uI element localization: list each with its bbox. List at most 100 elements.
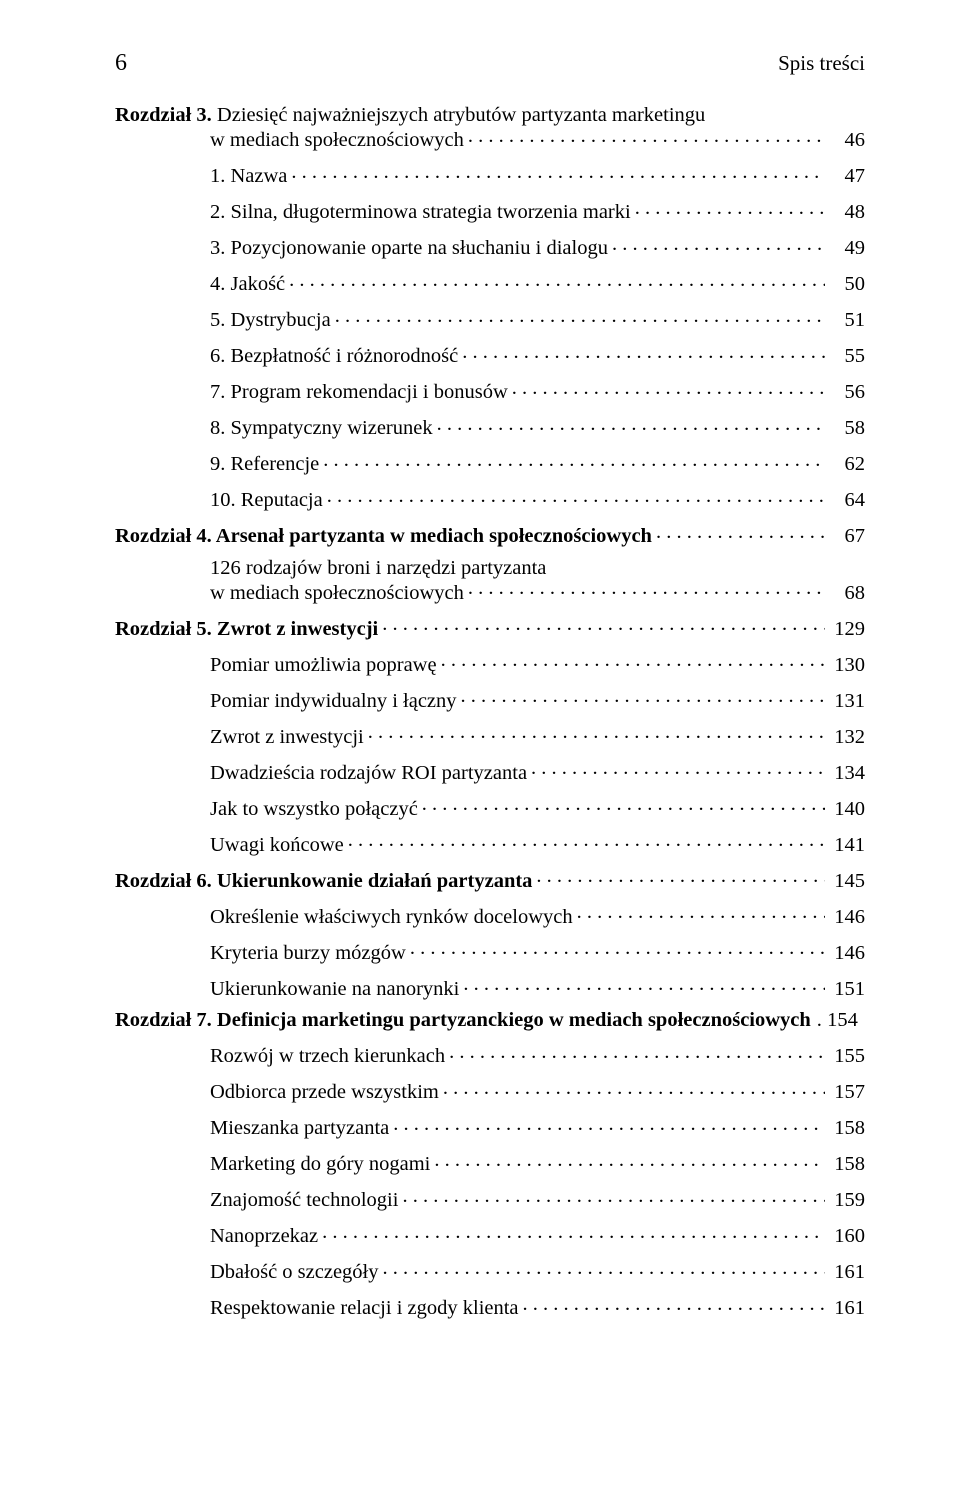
toc-leader xyxy=(612,234,825,255)
table-of-contents: Rozdział 3. Dziesięć najważniejszych atr… xyxy=(115,105,865,1319)
toc-page-number: 130 xyxy=(829,655,865,676)
toc-leader xyxy=(656,522,825,543)
toc-label: Kryteria burzy mózgów xyxy=(115,943,406,964)
toc-leader xyxy=(536,866,825,887)
toc-chapter-line: Rozdział 6. Ukierunkowanie działań party… xyxy=(115,866,865,891)
toc-leader xyxy=(323,450,825,471)
toc-page-number: 154 xyxy=(822,1010,858,1031)
toc-entry-line: Marketing do góry nogami158 xyxy=(115,1150,865,1175)
toc-chapter-line: Rozdział 7. Definicja marketingu partyza… xyxy=(115,1010,865,1031)
toc-label: 9. Referencje xyxy=(115,454,319,475)
toc-page-number: 161 xyxy=(829,1262,865,1283)
toc-leader xyxy=(523,1294,825,1315)
toc-leader xyxy=(512,378,825,399)
toc-label: 3. Pozycjonowanie oparte na słuchaniu i … xyxy=(115,238,608,259)
toc-label: 126 rodzajów broni i narzędzi partyzanta xyxy=(115,558,546,579)
toc-label: 8. Sympatyczny wizerunek xyxy=(115,418,433,439)
toc-leader xyxy=(449,1042,825,1063)
toc-label: Ukierunkowanie na nanorynki xyxy=(115,979,459,1000)
toc-page-number: 46 xyxy=(829,130,865,151)
toc-leader xyxy=(382,614,825,635)
toc-label: Rozdział 5. Zwrot z inwestycji xyxy=(115,619,378,640)
toc-page-number: 129 xyxy=(829,619,865,640)
toc-leader xyxy=(434,1150,825,1171)
toc-label: Rozdział 3. Dziesięć najważniejszych atr… xyxy=(115,105,705,126)
toc-page-number: 141 xyxy=(829,835,865,856)
toc-entry-line: Uwagi końcowe 141 xyxy=(115,830,865,855)
toc-leader xyxy=(289,270,825,291)
toc-page-number: 132 xyxy=(829,727,865,748)
toc-entry-line: 6. Bezpłatność i różnorodność55 xyxy=(115,342,865,367)
toc-leader xyxy=(291,162,825,183)
toc-page-number: 161 xyxy=(829,1298,865,1319)
page: 6 Spis treści Rozdział 3. Dziesięć najwa… xyxy=(0,0,960,1509)
toc-label: Uwagi końcowe xyxy=(115,835,344,856)
toc-label: 1. Nazwa xyxy=(115,166,287,187)
toc-page-number: 56 xyxy=(829,382,865,403)
toc-page-number: 158 xyxy=(829,1118,865,1139)
toc-entry-line: Znajomość technologii 159 xyxy=(115,1186,865,1211)
toc-page-number: 146 xyxy=(829,943,865,964)
toc-entry-line: Pomiar indywidualny i łączny 131 xyxy=(115,686,865,711)
toc-entry-line: 126 rodzajów broni i narzędzi partyzanta xyxy=(115,558,865,579)
toc-leader xyxy=(368,722,825,743)
toc-label: Znajomość technologii xyxy=(115,1190,398,1211)
toc-leader xyxy=(443,1078,825,1099)
toc-leader xyxy=(422,794,825,815)
toc-label: Respektowanie relacji i zgody klienta xyxy=(115,1298,519,1319)
toc-page-number: 159 xyxy=(829,1190,865,1211)
toc-label: 2. Silna, długoterminowa strategia tworz… xyxy=(115,202,631,223)
toc-entry-line: Dbałość o szczegóły 161 xyxy=(115,1258,865,1283)
toc-leader xyxy=(441,650,825,671)
toc-leader xyxy=(327,486,825,507)
toc-page-number: 67 xyxy=(829,526,865,547)
toc-page-number: 58 xyxy=(829,418,865,439)
toc-entry-line: 8. Sympatyczny wizerunek 58 xyxy=(115,414,865,439)
page-header: 6 Spis treści xyxy=(115,50,865,77)
toc-entry-line: Mieszanka partyzanta158 xyxy=(115,1114,865,1139)
toc-label: Jak to wszystko połączyć xyxy=(115,799,418,820)
toc-leader xyxy=(461,686,825,707)
toc-label: Rozdział 4. Arsenał partyzanta w mediach… xyxy=(115,526,652,547)
toc-leader xyxy=(348,830,825,851)
toc-leader xyxy=(468,578,825,599)
toc-label: Dbałość o szczegóły xyxy=(115,1262,379,1283)
toc-page-number: 64 xyxy=(829,490,865,511)
toc-label: 5. Dystrybucja xyxy=(115,310,331,331)
toc-label: 6. Bezpłatność i różnorodność xyxy=(115,346,458,367)
toc-entry-line: 1. Nazwa47 xyxy=(115,162,865,187)
toc-leader xyxy=(577,902,825,923)
toc-label: Odbiorca przede wszystkim xyxy=(115,1082,439,1103)
toc-chapter-line: Rozdział 5. Zwrot z inwestycji 129 xyxy=(115,614,865,639)
toc-page-number: 157 xyxy=(829,1082,865,1103)
toc-leader xyxy=(462,342,825,363)
toc-entry-line: Ukierunkowanie na nanorynki151 xyxy=(115,974,865,999)
toc-entry-line: Pomiar umożliwia poprawę130 xyxy=(115,650,865,675)
toc-entry-line: 10. Reputacja 64 xyxy=(115,486,865,511)
toc-label: Pomiar indywidualny i łączny xyxy=(115,691,457,712)
toc-label: 10. Reputacja xyxy=(115,490,323,511)
toc-leader xyxy=(463,974,825,995)
toc-page-number: 68 xyxy=(829,583,865,604)
toc-chapter-line: w mediach społecznościowych 46 xyxy=(115,126,865,151)
toc-entry-line: w mediach społecznościowych 68 xyxy=(115,578,865,603)
toc-page-number: 131 xyxy=(829,691,865,712)
toc-label: Zwrot z inwestycji xyxy=(115,727,364,748)
toc-entry-line: Odbiorca przede wszystkim 157 xyxy=(115,1078,865,1103)
toc-page-number: 155 xyxy=(829,1046,865,1067)
toc-entry-line: Określenie właściwych rynków docelowych1… xyxy=(115,902,865,927)
toc-leader xyxy=(383,1258,826,1279)
toc-label: Nanoprzekaz xyxy=(115,1226,318,1247)
toc-label: w mediach społecznościowych xyxy=(115,130,464,151)
toc-leader xyxy=(531,758,825,779)
toc-entry-line: Respektowanie relacji i zgody klienta 161 xyxy=(115,1294,865,1319)
toc-leader xyxy=(402,1186,825,1207)
toc-leader xyxy=(322,1222,825,1243)
toc-leader xyxy=(393,1114,825,1135)
toc-page-number: 134 xyxy=(829,763,865,784)
toc-chapter-line: Rozdział 4. Arsenał partyzanta w mediach… xyxy=(115,522,865,547)
toc-label: Rozdział 7. Definicja marketingu partyza… xyxy=(115,1010,811,1031)
toc-page-number: 50 xyxy=(829,274,865,295)
toc-label: w mediach społecznościowych xyxy=(115,583,464,604)
toc-label: Określenie właściwych rynków docelowych xyxy=(115,907,573,928)
